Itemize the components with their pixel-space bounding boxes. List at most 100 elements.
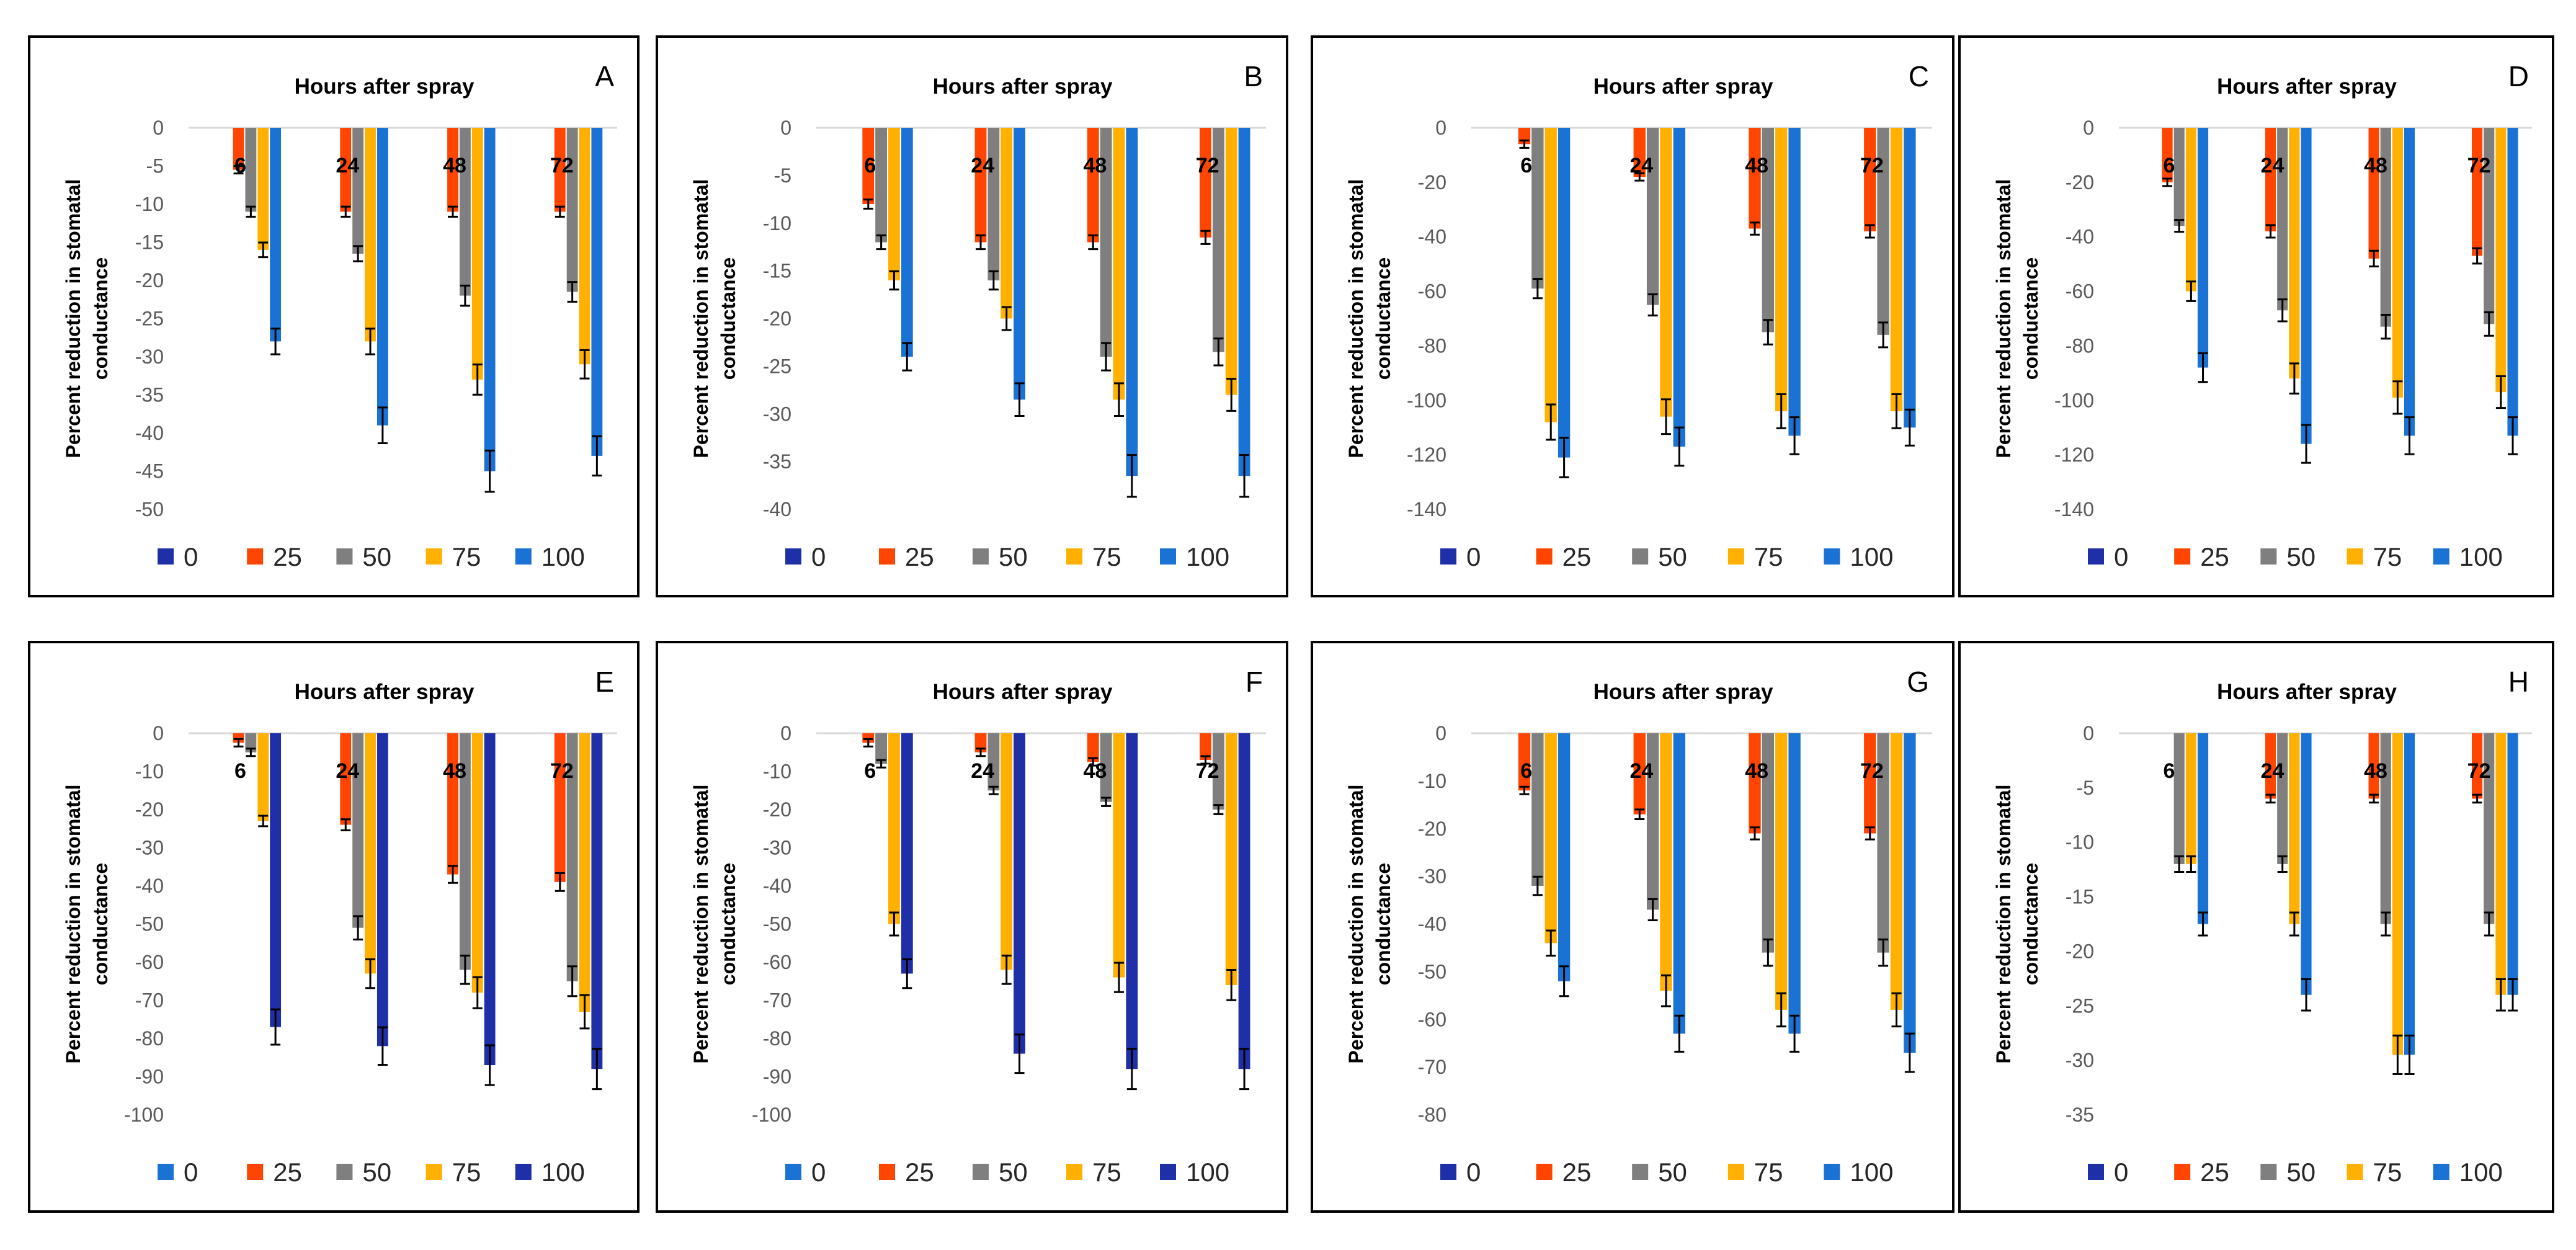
error-bar — [341, 205, 351, 218]
chart-panel-b: Hours after spray B Percent reduction in s… — [656, 35, 1288, 597]
category-label: 6 — [864, 154, 876, 177]
bar-24h-100 — [1673, 733, 1686, 1034]
legend-swatch — [2088, 548, 2104, 565]
bar-48h-75 — [1113, 733, 1125, 978]
error-bar — [579, 994, 590, 1030]
bar-24h-100 — [1014, 128, 1025, 400]
error-bar — [592, 1048, 602, 1091]
error-bar — [1891, 992, 1902, 1028]
bar-24h-25 — [974, 128, 987, 243]
error-bar — [976, 748, 986, 757]
error-bar — [448, 205, 458, 218]
error-bar — [1891, 393, 1902, 429]
legend-swatch — [785, 548, 801, 565]
error-bar — [270, 1008, 281, 1046]
category-label: 72 — [1860, 759, 1884, 783]
error-bar — [1226, 969, 1237, 1001]
y-tick-label: -90 — [135, 1066, 164, 1088]
y-tick-label: -5 — [2077, 777, 2094, 799]
bar-48h-75 — [1775, 128, 1788, 411]
panel-label: A — [595, 60, 614, 92]
y-tick-label: -80 — [2066, 334, 2094, 357]
y-tick-label: -60 — [1418, 1008, 1446, 1030]
chart-svg: Hours after spray G Percent reduction in s… — [1345, 666, 1932, 1187]
bar-72h-75 — [1225, 128, 1237, 395]
legend-label: 75 — [1754, 542, 1783, 571]
category-label: 6 — [2164, 154, 2175, 177]
category-label: 24 — [2261, 154, 2284, 177]
y-tick-label: -35 — [135, 384, 164, 406]
bar-72h-25 — [1200, 733, 1211, 761]
y-tick-label: 0 — [1435, 722, 1446, 744]
bar-24h-100 — [377, 733, 388, 1047]
bar-6h-25 — [862, 733, 875, 743]
legend-label: 100 — [1186, 1158, 1229, 1187]
error-bar — [1519, 785, 1530, 795]
error-bar — [2277, 298, 2288, 323]
legend-swatch — [515, 548, 532, 565]
y-tick-label: 0 — [1435, 117, 1446, 139]
legend-label: 100 — [1850, 1158, 1893, 1187]
y-tick-label: 0 — [780, 722, 791, 744]
legend-swatch — [1160, 548, 1176, 565]
error-bar — [233, 738, 244, 748]
y-tick-label: -20 — [1418, 171, 1446, 194]
bar-24h-50 — [987, 733, 1000, 791]
chart-panel-c: Hours after spray C Percent reduction in s… — [1311, 35, 1954, 597]
legend-label: 0 — [2114, 1158, 2128, 1187]
y-tick-label: -50 — [135, 913, 164, 935]
error-bar — [1101, 342, 1112, 372]
error-bar — [876, 759, 886, 769]
bar-24h-75 — [2289, 733, 2300, 924]
legend-swatch — [158, 1164, 174, 1180]
category-label: 24 — [971, 154, 994, 177]
error-bar — [2265, 793, 2276, 804]
bar-24h-75 — [365, 128, 376, 342]
error-bar — [1101, 797, 1112, 807]
error-bar — [2472, 793, 2482, 804]
bar-6h-100 — [2197, 733, 2209, 924]
error-bar — [2174, 855, 2185, 873]
category-label: 6 — [234, 154, 246, 177]
chart-title: Hours after spray — [2217, 74, 2397, 99]
error-bar — [1519, 139, 1530, 149]
bar-48h-100 — [1126, 733, 1138, 1069]
y-tick-label: -100 — [752, 1104, 791, 1126]
bar-24h-50 — [1646, 128, 1659, 305]
legend-swatch — [1536, 548, 1553, 565]
error-bar — [592, 435, 602, 477]
y-axis-label: Percent reduction in stomatal conductance — [1345, 785, 1394, 1064]
y-tick-label: -10 — [135, 761, 164, 783]
bar-72h-100 — [591, 733, 603, 1069]
category-label: 6 — [864, 759, 876, 783]
legend-swatch — [2433, 1164, 2449, 1180]
error-bar — [1750, 826, 1760, 841]
error-bar — [567, 281, 577, 303]
legend-swatch — [879, 1164, 895, 1180]
legend-label: 50 — [1658, 1158, 1687, 1187]
bar-72h-25 — [1864, 733, 1876, 834]
legend-swatch — [1727, 548, 1744, 565]
bar-6h-50 — [2173, 128, 2185, 226]
panel-label: H — [2508, 666, 2529, 698]
error-bar — [1750, 221, 1760, 236]
error-bar — [1126, 1048, 1137, 1091]
y-tick-label: -25 — [763, 355, 791, 377]
legend-label: 50 — [362, 1158, 391, 1187]
chart-title: Hours after spray — [295, 74, 475, 99]
error-bar — [976, 234, 986, 251]
y-tick-label: -30 — [135, 837, 164, 859]
y-axis-label: Percent reduction in stomatal conductance — [62, 785, 112, 1064]
bar-24h-25 — [340, 128, 352, 212]
panel-label: D — [2508, 60, 2529, 92]
bar-6h-50 — [875, 733, 888, 764]
error-bar — [460, 284, 470, 307]
error-bar — [1546, 403, 1556, 441]
error-bar — [2301, 424, 2312, 464]
legend-swatch — [879, 548, 895, 565]
category-label: 72 — [550, 759, 574, 783]
bar-72h-25 — [1864, 128, 1876, 231]
bar-24h-25 — [2265, 733, 2276, 799]
error-bar — [2265, 224, 2276, 239]
legend-swatch — [158, 548, 174, 565]
